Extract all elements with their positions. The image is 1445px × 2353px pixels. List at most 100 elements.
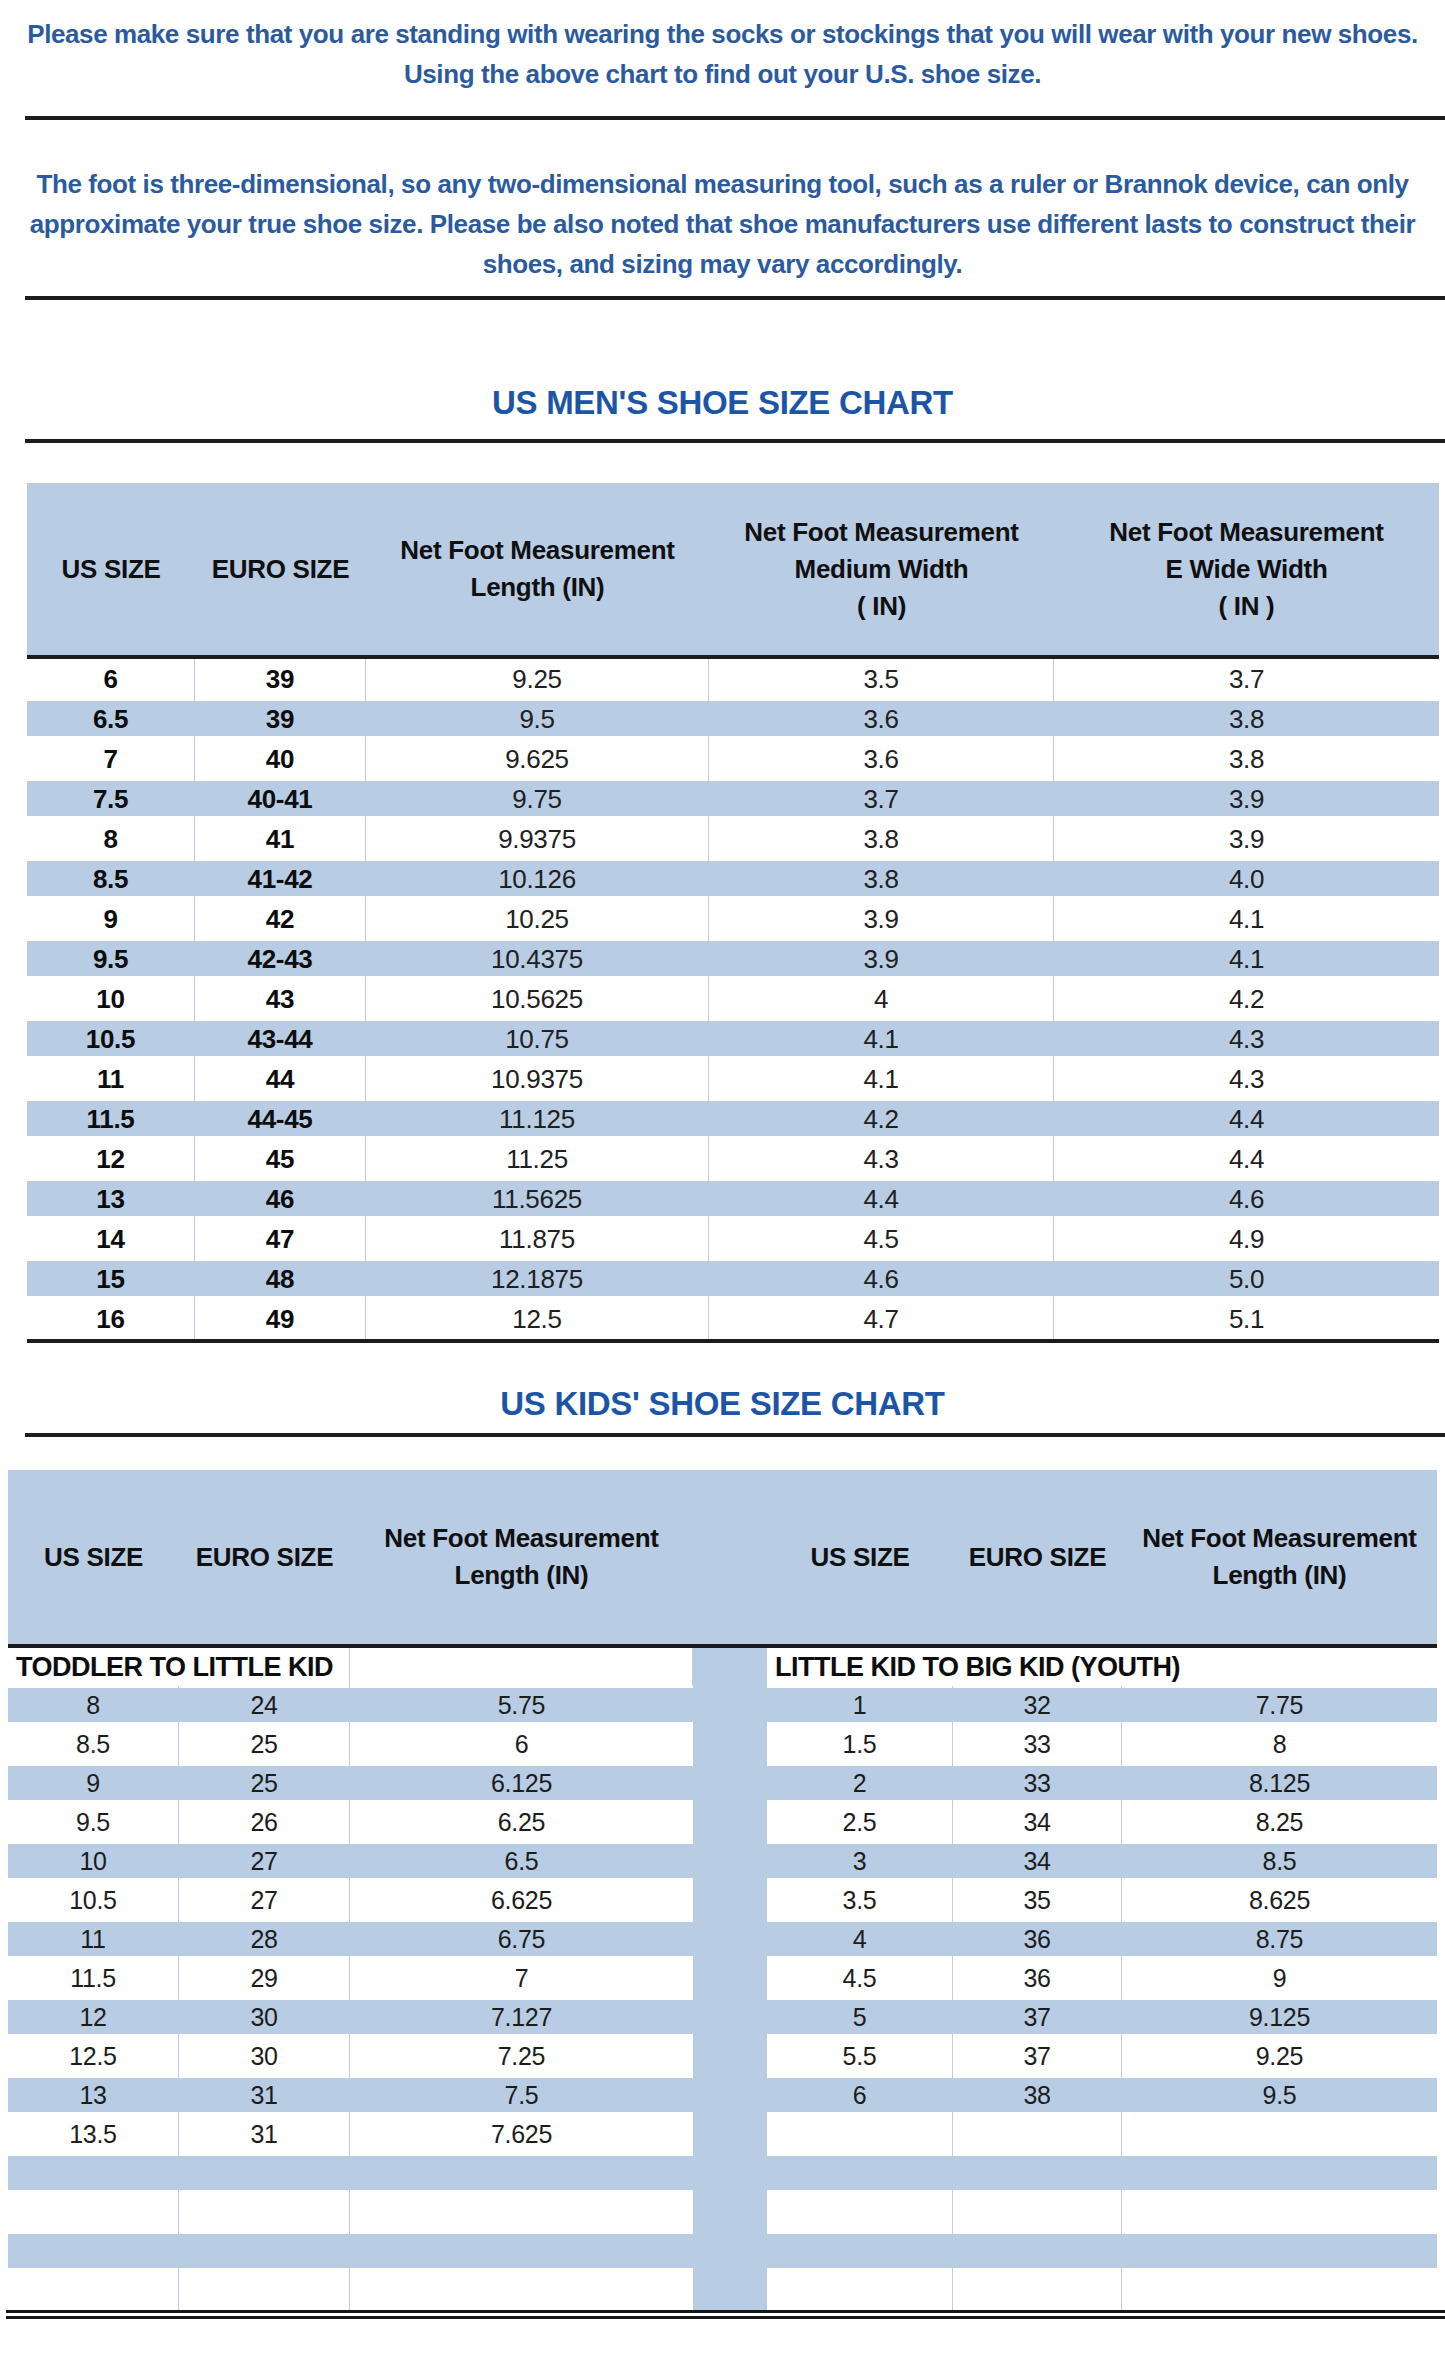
kids-table-body: 8 24 5.75 1 32 7.75 8.5 25 6 1.5 33 8 9 (8, 1686, 1437, 2310)
center-gap-strip (693, 2271, 767, 2310)
us-size-cell: 13 (8, 2076, 179, 2115)
kids-shoe-size-table: US SIZE EURO SIZE Net Foot Measurement L… (8, 1470, 1437, 2310)
length-cell: 8.625 (1122, 1881, 1437, 1920)
col-header-us-size: US SIZE (767, 1539, 953, 1576)
length-cell: 7.5 (350, 2076, 693, 2115)
table-row: 8.5 41-42 10.126 3.8 4.0 (27, 859, 1439, 899)
horizontal-divider (25, 439, 1445, 443)
kids-chart-title: US KIDS' SHOE SIZE CHART (0, 1385, 1445, 1423)
length-cell: 9.75 (366, 779, 709, 819)
us-size-cell: 4.5 (767, 1959, 953, 1998)
center-gap-strip (693, 1842, 767, 1881)
euro-size-cell: 30 (179, 2037, 350, 2076)
table-row (8, 2271, 1437, 2310)
e-wide-width-cell: 4.1 (1054, 899, 1439, 939)
medium-width-cell: 4.6 (709, 1259, 1054, 1299)
euro-size-cell (179, 2154, 350, 2193)
euro-size-cell: 40 (195, 739, 366, 779)
e-wide-width-cell: 3.8 (1054, 699, 1439, 739)
us-size-cell: 9 (8, 1764, 179, 1803)
us-size-cell: 15 (27, 1259, 195, 1299)
e-wide-width-cell: 3.8 (1054, 739, 1439, 779)
center-gap-strip (693, 1998, 767, 2037)
medium-width-cell: 3.6 (709, 699, 1054, 739)
section-little-kid-to-big-kid: LITTLE KID TO BIG KID (YOUTH) (767, 1648, 1437, 1686)
medium-width-cell: 4 (709, 979, 1054, 1019)
col-header-us-size: US SIZE (27, 551, 195, 588)
table-row: 15 48 12.1875 4.6 5.0 (27, 1259, 1439, 1299)
table-row (8, 2193, 1437, 2232)
us-size-cell: 9.5 (8, 1803, 179, 1842)
e-wide-width-cell: 3.9 (1054, 779, 1439, 819)
us-size-cell: 9 (27, 899, 195, 939)
length-cell: 11.125 (366, 1099, 709, 1139)
us-size-cell: 1.5 (767, 1725, 953, 1764)
length-cell (1122, 2271, 1437, 2310)
euro-size-cell: 39 (195, 699, 366, 739)
e-wide-width-cell: 4.1 (1054, 939, 1439, 979)
euro-size-cell (953, 2154, 1122, 2193)
medium-width-cell: 4.4 (709, 1179, 1054, 1219)
length-cell: 9.5 (366, 699, 709, 739)
length-cell (350, 2193, 693, 2232)
medium-width-cell: 3.7 (709, 779, 1054, 819)
center-gap-strip (693, 1959, 767, 1998)
length-cell: 7.25 (350, 2037, 693, 2076)
euro-size-cell: 44 (195, 1059, 366, 1099)
length-cell: 10.25 (366, 899, 709, 939)
e-wide-width-cell: 5.1 (1054, 1299, 1439, 1339)
length-cell: 8 (1122, 1725, 1437, 1764)
us-size-cell: 2 (767, 1764, 953, 1803)
table-row: 8 24 5.75 1 32 7.75 (8, 1686, 1437, 1725)
euro-size-cell (179, 2232, 350, 2271)
length-cell: 10.9375 (366, 1059, 709, 1099)
euro-size-cell (953, 2232, 1122, 2271)
length-cell: 9 (1122, 1959, 1437, 1998)
col-header-length: Net Foot Measurement Length (IN) (350, 1520, 693, 1594)
col-header-euro-size: EURO SIZE (179, 1539, 350, 1576)
table-row: 11.5 44-45 11.125 4.2 4.4 (27, 1099, 1439, 1139)
length-cell (1122, 2154, 1437, 2193)
length-cell: 7 (350, 1959, 693, 1998)
e-wide-width-cell: 4.4 (1054, 1099, 1439, 1139)
length-cell: 10.4375 (366, 939, 709, 979)
center-gap-strip (693, 1764, 767, 1803)
e-wide-width-cell: 4.3 (1054, 1059, 1439, 1099)
us-size-cell: 5 (767, 1998, 953, 2037)
euro-size-cell: 36 (953, 1920, 1122, 1959)
us-size-cell: 12 (27, 1139, 195, 1179)
euro-size-cell: 41 (195, 819, 366, 859)
table-row: 11 28 6.75 4 36 8.75 (8, 1920, 1437, 1959)
euro-size-cell: 24 (179, 1686, 350, 1725)
length-cell: 7.75 (1122, 1686, 1437, 1725)
us-size-cell: 8 (8, 1686, 179, 1725)
euro-size-cell: 48 (195, 1259, 366, 1299)
us-size-cell: 10 (27, 979, 195, 1019)
us-size-cell (767, 2115, 953, 2154)
us-size-cell (8, 2232, 179, 2271)
table-row (8, 2232, 1437, 2271)
center-gap-strip (693, 1920, 767, 1959)
col-header-euro-size: EURO SIZE (195, 551, 366, 588)
e-wide-width-cell: 4.0 (1054, 859, 1439, 899)
length-cell: 8.125 (1122, 1764, 1437, 1803)
us-size-cell: 1 (767, 1686, 953, 1725)
euro-size-cell: 38 (953, 2076, 1122, 2115)
euro-size-cell: 27 (179, 1881, 350, 1920)
table-row: 11 44 10.9375 4.1 4.3 (27, 1059, 1439, 1099)
length-cell: 8.5 (1122, 1842, 1437, 1881)
length-cell: 10.75 (366, 1019, 709, 1059)
medium-width-cell: 4.1 (709, 1059, 1054, 1099)
length-cell: 7.127 (350, 1998, 693, 2037)
length-cell: 9.25 (1122, 2037, 1437, 2076)
euro-size-cell: 39 (195, 659, 366, 699)
us-size-cell: 10 (8, 1842, 179, 1881)
euro-size-cell: 25 (179, 1764, 350, 1803)
euro-size-cell: 40-41 (195, 779, 366, 819)
euro-size-cell: 36 (953, 1959, 1122, 1998)
section-empty-cell (350, 1648, 693, 1686)
euro-size-cell: 26 (179, 1803, 350, 1842)
length-cell: 6.125 (350, 1764, 693, 1803)
col-header-length: Net Foot Measurement Length (IN) (1122, 1520, 1437, 1594)
length-cell: 6.5 (350, 1842, 693, 1881)
